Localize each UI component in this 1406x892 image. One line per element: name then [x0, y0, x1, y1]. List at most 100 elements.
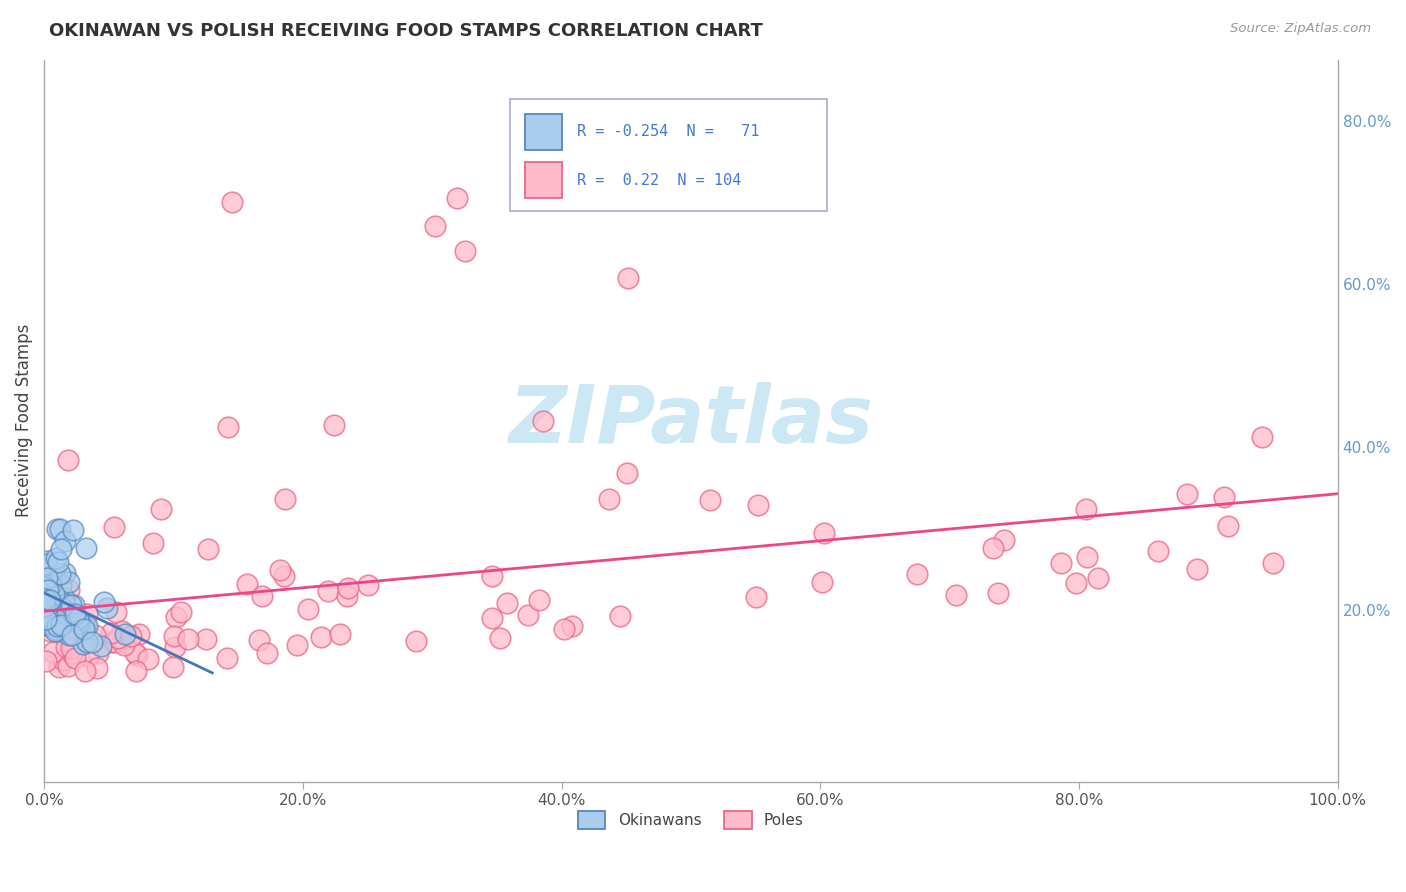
Point: [481, 610, 503, 624]
Point: [53, 566, 76, 581]
Point: [177, 632, 200, 647]
Point: [60, 646, 83, 660]
Point: [62, 524, 84, 538]
Point: [981, 541, 1004, 555]
Point: [37, 554, 59, 568]
Point: [56, 453, 79, 467]
FancyBboxPatch shape: [526, 114, 561, 150]
Point: [37, 581, 59, 595]
Point: [114, 626, 136, 640]
Point: [49, 578, 72, 592]
Point: [49, 618, 72, 632]
Point: [1187, 562, 1209, 576]
Point: [44, 551, 66, 566]
Point: [813, 525, 835, 540]
Point: [105, 605, 128, 619]
Point: [104, 635, 127, 649]
Point: [128, 627, 150, 641]
Point: [56, 659, 79, 673]
Point: [247, 632, 270, 647]
Point: [75, 541, 97, 555]
Point: [67, 611, 90, 625]
Point: [73, 620, 96, 634]
Point: [256, 646, 278, 660]
Point: [311, 630, 333, 644]
Point: [35, 612, 58, 626]
Point: [39, 624, 62, 638]
Point: [1074, 502, 1097, 516]
Point: [87, 646, 110, 660]
Point: [598, 492, 620, 507]
Point: [96, 601, 118, 615]
Point: [48, 660, 70, 674]
Point: [51, 600, 73, 615]
Point: [250, 589, 273, 603]
Point: [274, 491, 297, 506]
Point: [1147, 543, 1170, 558]
Point: [34, 599, 56, 613]
Point: [195, 632, 218, 646]
Point: [84, 628, 107, 642]
Point: [35, 557, 58, 571]
FancyBboxPatch shape: [526, 162, 561, 198]
Point: [337, 582, 360, 596]
Point: [37, 581, 59, 595]
Point: [67, 615, 90, 630]
Point: [49, 541, 72, 556]
Point: [103, 520, 125, 534]
Point: [316, 583, 339, 598]
Point: [77, 648, 100, 663]
Point: [496, 596, 519, 610]
Point: [112, 635, 135, 649]
Point: [481, 569, 503, 583]
Point: [34, 578, 56, 592]
Point: [76, 607, 98, 622]
Point: [423, 219, 446, 233]
Point: [63, 612, 86, 626]
Point: [62, 628, 84, 642]
Point: [60, 640, 83, 655]
Point: [58, 582, 80, 597]
Point: [811, 575, 834, 590]
Point: [1213, 490, 1236, 504]
Point: [125, 665, 148, 679]
Point: [34, 591, 56, 606]
Point: [120, 630, 142, 644]
Point: [39, 596, 62, 610]
Point: [52, 591, 75, 605]
Point: [609, 609, 631, 624]
Point: [42, 586, 65, 600]
Point: [34, 585, 56, 599]
Point: [39, 578, 62, 592]
Point: [323, 417, 346, 432]
Point: [86, 661, 108, 675]
Point: [90, 639, 112, 653]
Point: [37, 604, 59, 618]
Point: [73, 665, 96, 679]
Point: [53, 597, 76, 611]
Point: [48, 615, 70, 629]
Point: [58, 575, 80, 590]
Point: [48, 555, 70, 569]
Point: [163, 629, 186, 643]
Point: [531, 414, 554, 428]
Point: [39, 614, 62, 628]
Point: [53, 533, 76, 548]
Y-axis label: Receiving Food Stamps: Receiving Food Stamps: [15, 324, 32, 517]
Point: [76, 619, 98, 633]
Point: [165, 609, 187, 624]
Point: [945, 588, 967, 602]
Point: [42, 645, 65, 659]
Point: [197, 541, 219, 556]
Point: [34, 617, 56, 632]
Point: [37, 582, 59, 597]
Point: [42, 566, 65, 581]
Point: [617, 270, 640, 285]
Point: [357, 578, 380, 592]
Point: [34, 599, 56, 613]
Point: [52, 653, 75, 667]
Point: [112, 639, 135, 653]
Point: [101, 635, 124, 649]
Point: [336, 590, 359, 604]
Point: [63, 598, 86, 612]
